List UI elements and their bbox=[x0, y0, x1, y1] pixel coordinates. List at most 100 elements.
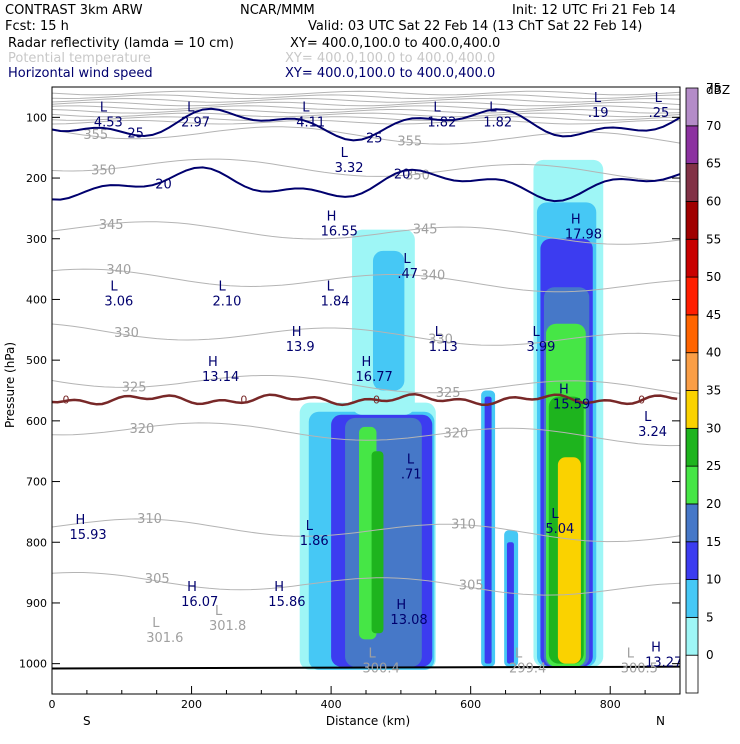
colorbar-swatch-50 bbox=[685, 276, 699, 316]
extremum-value-9: 16.55 bbox=[321, 225, 358, 240]
theta-contour-label-330-1: 330 bbox=[114, 326, 139, 341]
colorbar-swatch-60 bbox=[685, 201, 699, 240]
colorbar-label-65: 65 bbox=[706, 157, 721, 171]
colorbar-label-55: 55 bbox=[706, 232, 721, 246]
extremum-value-28: 13.08 bbox=[390, 613, 427, 628]
freezing-level-label-1: 0 bbox=[62, 394, 69, 407]
reflectivity-cell-6 bbox=[371, 451, 384, 634]
extremum-value-19: 16.77 bbox=[356, 370, 393, 385]
x-tick-label-0: 0 bbox=[49, 698, 56, 711]
x-end-label-south: S bbox=[83, 714, 91, 728]
wind-contour-label-20-2: 20 bbox=[394, 167, 411, 182]
colorbar-label-40: 40 bbox=[706, 346, 721, 360]
extremum-type-24: H bbox=[75, 513, 85, 528]
colorbar-label-0: 0 bbox=[706, 648, 714, 662]
field-1-xy: XY= 400.0,100.0 to 400.0,400.0 bbox=[290, 36, 500, 51]
extremum-type-11: H bbox=[571, 213, 581, 228]
colorbar-label-15: 15 bbox=[706, 535, 721, 549]
colorbar-label-60: 60 bbox=[706, 194, 721, 208]
extremum-value-4: 1.82 bbox=[427, 115, 456, 130]
colorbar-label-45: 45 bbox=[706, 308, 721, 322]
theta-extremum-type-4: L bbox=[515, 647, 523, 662]
extremum-value-14: 1.84 bbox=[321, 294, 350, 309]
theta-contour-320 bbox=[52, 422, 680, 447]
colorbar-swatch-40 bbox=[685, 352, 699, 391]
forecast-hour: Fcst: 15 h bbox=[5, 19, 69, 34]
x-axis-title: Distance (km) bbox=[326, 714, 410, 728]
extremum-value-20: 15.59 bbox=[553, 398, 590, 413]
theta-contour-label-310-2: 310 bbox=[451, 517, 476, 532]
y-tick-label-200: 200 bbox=[26, 172, 47, 185]
y-tick-label-300: 300 bbox=[26, 233, 47, 246]
theta-contour-345 bbox=[52, 221, 680, 245]
theta-contour-label-320-1: 320 bbox=[129, 422, 154, 437]
extremum-value-26: 16.07 bbox=[181, 595, 218, 610]
theta-contour-label-355-2: 355 bbox=[397, 134, 422, 149]
extremum-type-22: L bbox=[407, 452, 415, 467]
colorbar-swatch-15 bbox=[685, 541, 699, 580]
colorbar-swatch-75 bbox=[685, 87, 699, 127]
wind-contour-20 bbox=[52, 166, 680, 203]
extremum-type-20: H bbox=[559, 383, 569, 398]
y-tick-label-400: 400 bbox=[26, 293, 47, 306]
extremum-type-7: L bbox=[655, 91, 663, 106]
y-tick-label-700: 700 bbox=[26, 476, 47, 489]
extremum-type-14: L bbox=[327, 279, 335, 294]
freezing-level-label-3: 0 bbox=[373, 394, 380, 407]
theta-extremum-type-1: L bbox=[152, 616, 160, 631]
reflectivity-cell-10 bbox=[484, 396, 492, 664]
y-tick-label-600: 600 bbox=[26, 415, 47, 428]
theta-extremum-value-1: 301.6 bbox=[146, 631, 183, 646]
theta-contour-350 bbox=[52, 158, 680, 183]
extremum-value-1: 4.53 bbox=[94, 115, 123, 130]
extremum-type-5: L bbox=[489, 100, 497, 115]
stratosphere-contour-7 bbox=[52, 112, 680, 118]
freezing-level-label-4: 0 bbox=[638, 394, 645, 407]
extremum-type-4: L bbox=[433, 100, 441, 115]
extremum-value-15: 13.9 bbox=[286, 340, 315, 355]
extremum-type-1: L bbox=[100, 100, 108, 115]
theta-contour-label-340-2: 340 bbox=[420, 269, 445, 284]
theta-contour-340 bbox=[52, 268, 680, 293]
colorbar-label-70: 70 bbox=[706, 119, 721, 133]
colorbar-label-5: 5 bbox=[706, 610, 714, 624]
field-2-name: Potential temperature bbox=[8, 51, 151, 66]
x-end-label-north: N bbox=[656, 714, 665, 728]
colorbar-swatch-65 bbox=[685, 163, 699, 202]
colorbar-label-30: 30 bbox=[706, 421, 721, 435]
y-tick-label-500: 500 bbox=[26, 354, 47, 367]
extremum-value-23: 5.04 bbox=[545, 522, 574, 537]
extremum-value-24: 15.93 bbox=[69, 528, 106, 543]
theta-contour-label-350-1: 350 bbox=[91, 163, 116, 178]
field-1-name: Radar reflectivity (lamda = 10 cm) bbox=[8, 36, 234, 51]
x-tick-label-600: 600 bbox=[460, 698, 481, 711]
colorbar-swatch-25 bbox=[685, 465, 699, 505]
extremum-type-25: L bbox=[306, 519, 314, 534]
extremum-value-12: 3.06 bbox=[104, 294, 133, 309]
extremum-type-29: H bbox=[651, 641, 661, 656]
theta-extremum-type-5: L bbox=[627, 647, 635, 662]
wind-contour-label-20-1: 20 bbox=[155, 177, 172, 192]
freezing-level-line bbox=[52, 392, 678, 407]
y-tick-label-800: 800 bbox=[26, 536, 47, 549]
ground-line bbox=[52, 665, 680, 670]
extremum-type-26: H bbox=[187, 580, 197, 595]
extremum-type-18: H bbox=[208, 355, 218, 370]
theta-contour-305 bbox=[52, 572, 680, 596]
extremum-value-17: 3.99 bbox=[526, 340, 555, 355]
y-axis-title: Pressure (hPa) bbox=[3, 342, 17, 428]
colorbar-label-20: 20 bbox=[706, 497, 721, 511]
colorbar-swatch-0 bbox=[685, 654, 699, 694]
model-title: CONTRAST 3km ARW bbox=[5, 3, 143, 18]
theta-contour-label-340-1: 340 bbox=[106, 263, 131, 278]
extremum-type-13: L bbox=[218, 279, 226, 294]
x-tick-label-800: 800 bbox=[600, 698, 621, 711]
theta-extremum-type-3: L bbox=[369, 647, 377, 662]
extremum-value-7: .25 bbox=[649, 106, 670, 121]
colorbar-label-75: 75 bbox=[706, 81, 721, 95]
extremum-value-22: .71 bbox=[401, 467, 422, 482]
extremum-value-10: .47 bbox=[397, 267, 418, 282]
theta-contour-310 bbox=[52, 518, 680, 543]
